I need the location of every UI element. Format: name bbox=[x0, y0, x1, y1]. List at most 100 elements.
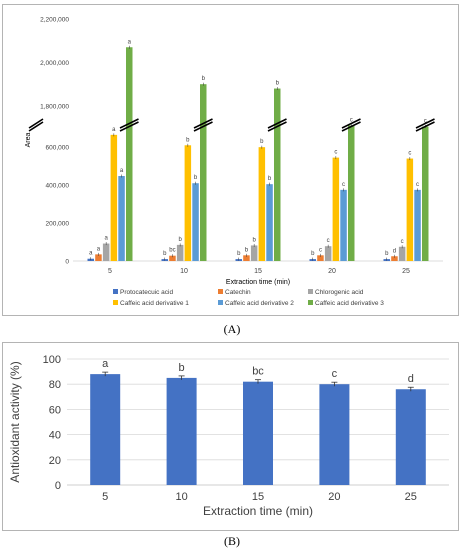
significance-letter: c bbox=[350, 117, 353, 123]
significance-letter: b bbox=[252, 237, 256, 243]
bar bbox=[332, 157, 340, 261]
x-tick-label: 20 bbox=[328, 491, 340, 503]
bar bbox=[258, 147, 266, 261]
x-tick-label: 10 bbox=[180, 268, 188, 275]
significance-letter: b bbox=[276, 81, 280, 87]
significance-letter: c bbox=[332, 368, 338, 380]
y-tick-label: 400,000 bbox=[46, 183, 70, 190]
y-axis-break-mark bbox=[28, 121, 44, 132]
legend-swatch bbox=[218, 300, 223, 305]
bar bbox=[319, 384, 350, 485]
y-tick-label: 20 bbox=[49, 455, 61, 467]
bar bbox=[348, 125, 355, 261]
legend-swatch bbox=[113, 300, 118, 305]
significance-letter: c bbox=[408, 151, 411, 157]
axis-break-mark bbox=[267, 121, 287, 132]
bar bbox=[395, 389, 426, 485]
axis-break-mark bbox=[341, 121, 361, 132]
y-tick-label: 2,200,000 bbox=[40, 17, 69, 24]
significance-letter: b bbox=[260, 139, 264, 145]
y-tick-label: 1,800,000 bbox=[40, 103, 69, 110]
bar bbox=[200, 84, 207, 261]
y-tick-label: 600,000 bbox=[46, 145, 70, 152]
x-tick-label: 20 bbox=[328, 268, 336, 275]
bar bbox=[118, 176, 125, 261]
y-tick-label: 80 bbox=[49, 379, 61, 391]
bar bbox=[391, 256, 398, 261]
bar bbox=[192, 183, 199, 261]
significance-letter: b bbox=[268, 176, 272, 182]
legend-entry: Protocatecuic acid bbox=[120, 289, 173, 296]
axis-break-mark bbox=[119, 118, 139, 129]
y-axis-label: Antioxidant activity (%) bbox=[8, 361, 22, 482]
x-tick-label: 15 bbox=[252, 491, 264, 503]
significance-letter: a bbox=[89, 251, 93, 257]
legend-entry: Catechin bbox=[225, 289, 251, 296]
axis-break-mark bbox=[415, 118, 435, 129]
y-axis-label: Area bbox=[25, 133, 32, 148]
panel-label-a: (A) bbox=[223, 322, 241, 336]
significance-letter: c bbox=[319, 247, 322, 253]
bar bbox=[243, 381, 273, 485]
bar bbox=[422, 126, 429, 261]
significance-letter: d bbox=[408, 373, 414, 385]
bar bbox=[274, 88, 281, 262]
significance-letter: a bbox=[120, 168, 124, 174]
x-tick-label: 25 bbox=[402, 268, 410, 275]
bar bbox=[110, 134, 118, 261]
legend-entry: Caffeic acid derivative 2 bbox=[225, 300, 294, 307]
significance-letter: a bbox=[104, 236, 108, 242]
significance-letter: b bbox=[237, 251, 241, 257]
y-tick-label: 2,000,000 bbox=[40, 60, 69, 67]
legend-swatch bbox=[308, 289, 313, 294]
legend-swatch bbox=[308, 300, 313, 305]
y-tick-label: 0 bbox=[65, 259, 69, 266]
significance-letter: b bbox=[163, 251, 167, 257]
significance-letter: c bbox=[401, 239, 404, 245]
legend-swatch bbox=[113, 289, 118, 294]
significance-letter: c bbox=[424, 119, 427, 125]
chart-panel-a: 0 200,000 400,000 600,000 1,800,000 2,000,000… bbox=[2, 4, 459, 316]
significance-letter: b bbox=[385, 251, 389, 257]
axis-break-mark bbox=[341, 118, 361, 129]
x-tick-label: 15 bbox=[254, 268, 262, 275]
x-tick-label: 25 bbox=[405, 491, 417, 503]
bar bbox=[169, 255, 176, 261]
bar bbox=[266, 184, 273, 261]
bar bbox=[406, 158, 414, 261]
y-tick-label: 60 bbox=[49, 404, 61, 416]
chart-panel-b: 0 20 40 60 80 100 Antioxidant activity (%) a 5 b 1… bbox=[2, 342, 459, 531]
significance-letter: c bbox=[327, 238, 330, 244]
x-axis-label: Extraction time (min) bbox=[203, 504, 313, 518]
significance-letter: d bbox=[393, 248, 396, 254]
axis-break-mark bbox=[267, 118, 287, 129]
bar bbox=[250, 245, 258, 261]
x-tick-label: 10 bbox=[175, 491, 187, 503]
axis-break-mark bbox=[119, 121, 139, 132]
axis-break-mark bbox=[193, 118, 213, 129]
bar bbox=[102, 243, 110, 261]
y-tick-label: 0 bbox=[55, 480, 61, 492]
bar bbox=[176, 244, 184, 261]
y-axis-break-mark bbox=[28, 118, 44, 129]
y-tick-label: 200,000 bbox=[46, 221, 70, 228]
y-tick-label: 100 bbox=[43, 354, 61, 366]
significance-letter: c bbox=[416, 182, 419, 188]
panel-label-b: (B) bbox=[224, 534, 240, 548]
bar bbox=[90, 374, 121, 485]
significance-letter: a bbox=[97, 246, 101, 252]
significance-letter: b bbox=[311, 251, 315, 257]
axis-break-mark bbox=[193, 121, 213, 132]
bar bbox=[340, 189, 347, 261]
bar bbox=[95, 254, 102, 261]
x-tick-label: 5 bbox=[102, 491, 108, 503]
bar bbox=[324, 246, 332, 261]
legend-swatch bbox=[218, 289, 223, 294]
bar bbox=[398, 246, 406, 261]
bar bbox=[166, 377, 197, 485]
significance-letter: b bbox=[245, 247, 249, 253]
x-tick-label: 5 bbox=[108, 268, 112, 275]
bar bbox=[126, 47, 133, 261]
chart-a: 0 200,000 400,000 600,000 1,800,000 2,000,000… bbox=[25, 17, 443, 307]
bar bbox=[414, 189, 421, 261]
